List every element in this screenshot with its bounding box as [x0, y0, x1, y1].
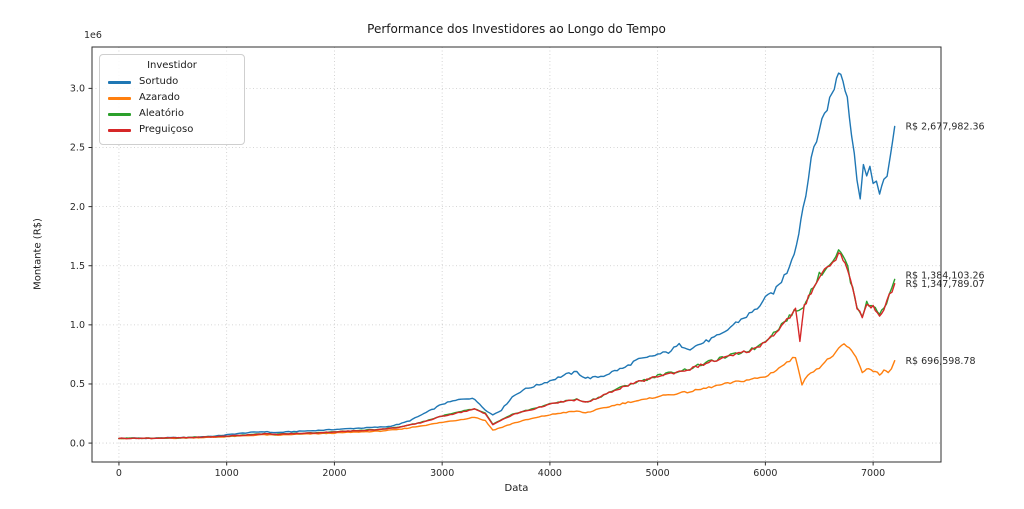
legend-line-swatch: [108, 128, 131, 132]
x-tick-label: 2000: [322, 468, 346, 479]
y-tick-label: 2.5: [70, 143, 85, 154]
legend-item-azarado: Azarado: [108, 90, 236, 106]
series-line-aleatório: [118, 249, 896, 440]
series-line-sortudo: [118, 72, 896, 440]
legend-item-sortudo: Sortudo: [108, 74, 236, 90]
series-line-preguiçoso: [118, 252, 896, 440]
y-tick-label: 2.0: [70, 202, 85, 213]
x-tick-label: 5000: [646, 468, 670, 479]
x-tick-label: 1000: [215, 468, 239, 479]
x-tick-label: 0: [116, 468, 122, 479]
y-tick-label: 0.0: [70, 438, 85, 449]
x-tick-label: 4000: [538, 468, 562, 479]
legend-label: Sortudo: [139, 76, 179, 87]
legend: Investidor Sortudo Azarado Aleatório Pregui…: [99, 54, 245, 145]
annotation-label: R$ 1,347,789.07: [905, 279, 984, 290]
legend-item-aleatório: Aleatório: [108, 106, 236, 122]
legend-item-preguiçoso: Preguiçoso: [108, 122, 236, 138]
legend-items: Sortudo Azarado Aleatório Preguiçoso: [108, 74, 236, 138]
axes-spines: [91, 46, 942, 463]
x-tick-label: 6000: [753, 468, 777, 479]
series-line-azarado: [118, 343, 896, 440]
y-axis-label: Montante (R$): [32, 218, 44, 290]
y-tick-label: 0.5: [70, 379, 85, 390]
y-tick-label: 3.0: [70, 84, 85, 95]
legend-title: Investidor: [147, 60, 197, 71]
legend-line-swatch: [108, 80, 131, 84]
legend-label: Azarado: [139, 92, 180, 103]
annotation-label: R$ 2,677,982.36: [905, 122, 984, 133]
y-tick-label: 1.5: [70, 261, 85, 272]
legend-label: Aleatório: [139, 108, 184, 119]
x-tick-label: 7000: [861, 468, 885, 479]
x-axis-label: Data: [504, 483, 529, 494]
legend-line-swatch: [108, 112, 131, 116]
chart-title: Performance dos Investidores ao Longo do…: [367, 22, 666, 36]
annotation-label: R$ 696,598.78: [905, 356, 975, 367]
legend-line-swatch: [108, 96, 131, 100]
legend-label: Preguiçoso: [139, 124, 194, 135]
annotation-label: R$ 1,384,103.26: [905, 270, 984, 281]
y-tick-label: 1.0: [70, 320, 85, 331]
y-axis-offset-text: 1e6: [84, 30, 102, 41]
x-tick-label: 3000: [430, 468, 454, 479]
